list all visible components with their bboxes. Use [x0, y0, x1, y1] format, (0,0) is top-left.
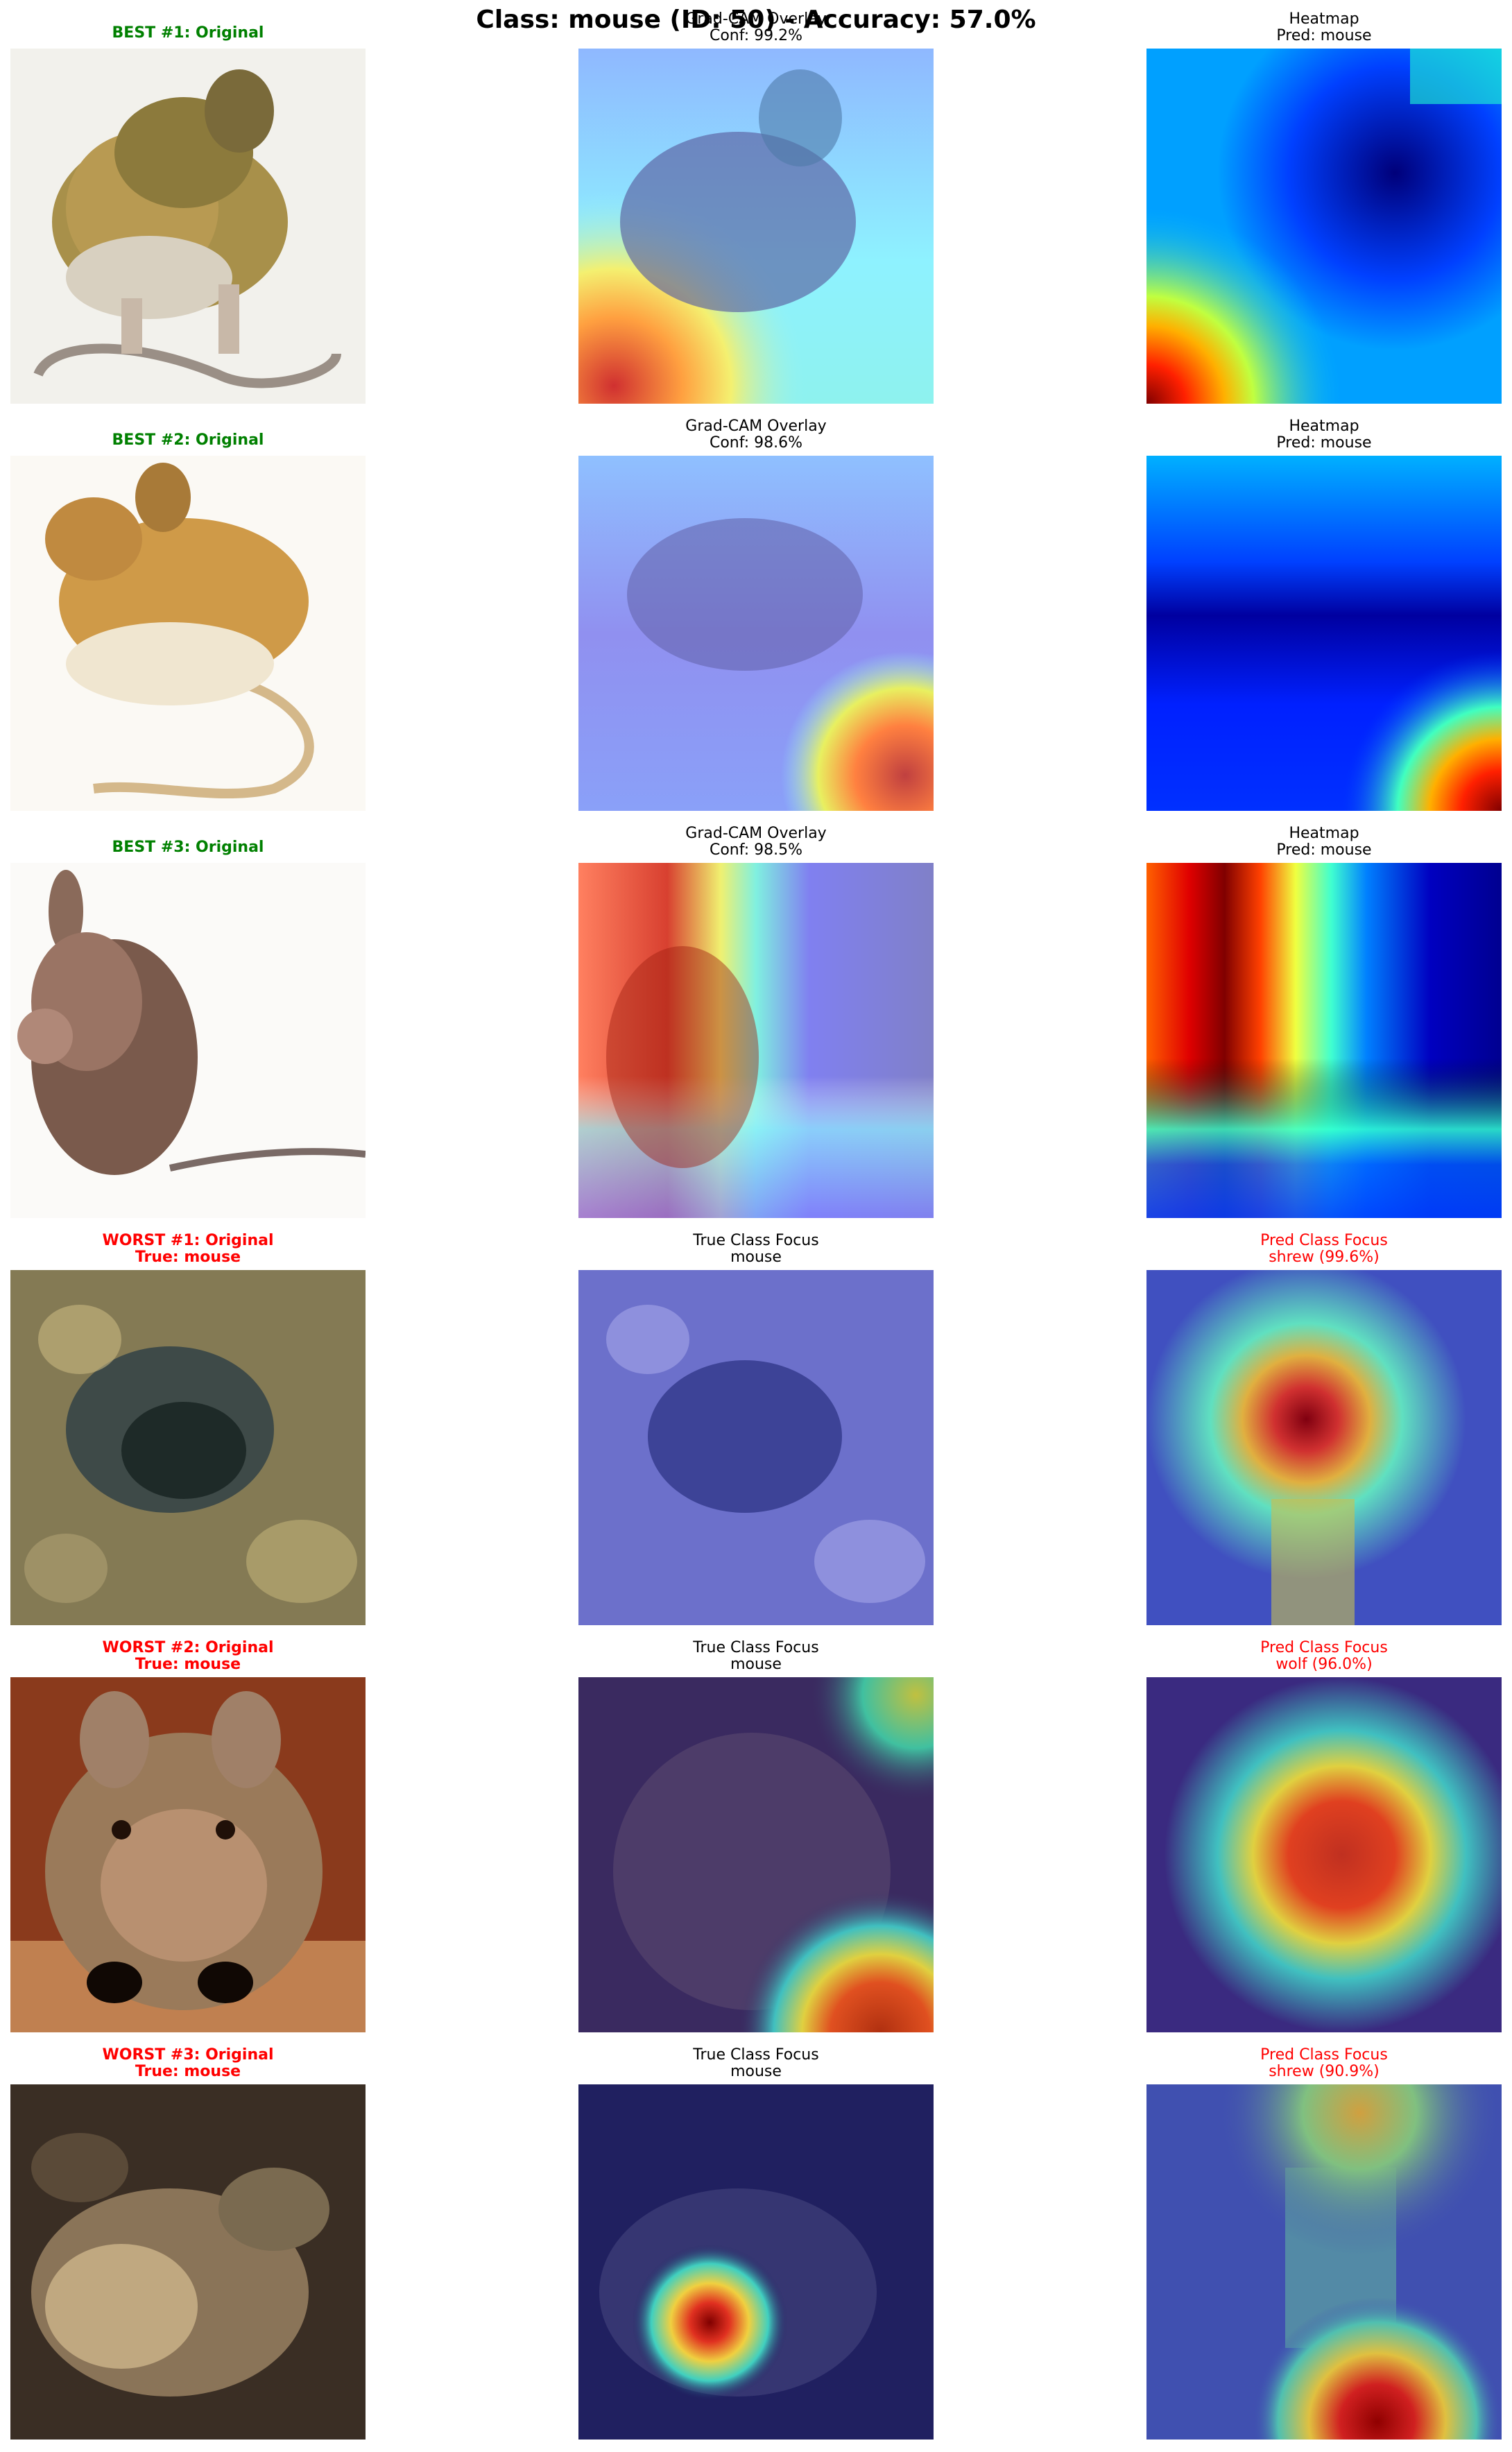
- row-6-original-image: [10, 2084, 366, 2440]
- row-6-gradcam-overlay-image: [578, 2084, 934, 2440]
- row-3-heatmap-image: [1146, 863, 1502, 1218]
- row-5-original-title: WORST #2: Original: [102, 1639, 274, 1656]
- row-5-heatmap-subtitle: wolf (96.0%): [1275, 1656, 1373, 1673]
- row-5-gradcam-overlay-image: [578, 1677, 934, 2032]
- row-1-gradcam-overlay-image: [578, 49, 934, 404]
- row-3-gradcam-overlay-image: [578, 863, 934, 1218]
- row-4-gradcam-overlay-image: [578, 1270, 934, 1625]
- row-6-original-title: WORST #3: Original: [102, 2046, 274, 2064]
- row-2-heatmap-image: [1146, 456, 1502, 811]
- row-1-heatmap-title: Heatmap: [1289, 10, 1359, 28]
- row-6-overlay-subtitle: mouse: [730, 2063, 782, 2080]
- row-6-heatmap-image: [1146, 2084, 1502, 2440]
- row-4-original-subtitle: True: mouse: [135, 1249, 241, 1266]
- row-2-heatmap-title: Heatmap: [1289, 418, 1359, 435]
- row-5-heatmap-image: [1146, 1677, 1502, 2032]
- row-2-original-title: BEST #2: Original: [112, 431, 264, 449]
- row-5-heatmap-title: Pred Class Focus: [1260, 1639, 1388, 1656]
- row-2-overlay-subtitle: Conf: 98.6%: [709, 434, 803, 452]
- row-2-gradcam-overlay-image: [578, 456, 934, 811]
- row-1-overlay-subtitle: Conf: 99.2%: [709, 27, 803, 44]
- row-1-original-image: [10, 49, 366, 404]
- row-6-original-subtitle: True: mouse: [135, 2063, 241, 2080]
- row-3-original-title: BEST #3: Original: [112, 839, 264, 856]
- row-3-overlay-subtitle: Conf: 98.5%: [709, 841, 803, 859]
- row-3-heatmap-subtitle: Pred: mouse: [1276, 841, 1372, 859]
- row-4-heatmap-subtitle: shrew (99.6%): [1269, 1249, 1380, 1266]
- row-2-original-image: [10, 456, 366, 811]
- row-3-original-image: [10, 863, 366, 1218]
- row-2-heatmap-subtitle: Pred: mouse: [1276, 434, 1372, 452]
- figure-title: Class: mouse (ID: 50) - Accuracy: 57.0%: [476, 6, 1036, 34]
- row-4-heatmap-image: [1146, 1270, 1502, 1625]
- row-5-overlay-subtitle: mouse: [730, 1656, 782, 1673]
- row-1-overlay-title: Grad-CAM Overlay: [685, 10, 827, 28]
- row-4-overlay-title: True Class Focus: [693, 1232, 819, 1249]
- row-4-original-title: WORST #1: Original: [102, 1232, 274, 1249]
- row-3-overlay-title: Grad-CAM Overlay: [685, 825, 827, 842]
- row-2-overlay-title: Grad-CAM Overlay: [685, 418, 827, 435]
- row-1-heatmap-subtitle: Pred: mouse: [1276, 27, 1372, 44]
- row-6-overlay-title: True Class Focus: [693, 2046, 819, 2064]
- row-4-overlay-subtitle: mouse: [730, 1249, 782, 1266]
- row-3-heatmap-title: Heatmap: [1289, 825, 1359, 842]
- row-4-heatmap-title: Pred Class Focus: [1260, 1232, 1388, 1249]
- row-6-heatmap-subtitle: shrew (90.9%): [1269, 2063, 1380, 2080]
- row-1-heatmap-image: [1146, 49, 1502, 404]
- row-6-heatmap-title: Pred Class Focus: [1260, 2046, 1388, 2064]
- row-1-original-title: BEST #1: Original: [112, 24, 264, 42]
- row-5-overlay-title: True Class Focus: [693, 1639, 819, 1656]
- row-5-original-image: [10, 1677, 366, 2032]
- row-5-original-subtitle: True: mouse: [135, 1656, 241, 1673]
- row-4-original-image: [10, 1270, 366, 1625]
